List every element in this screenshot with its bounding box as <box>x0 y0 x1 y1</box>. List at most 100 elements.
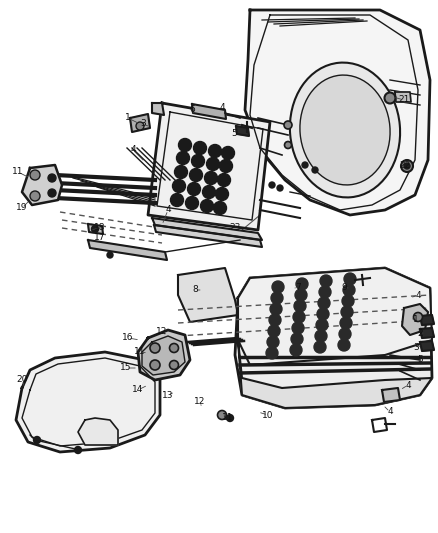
Circle shape <box>404 163 410 169</box>
Circle shape <box>30 191 40 201</box>
Circle shape <box>295 289 307 301</box>
Polygon shape <box>152 218 262 240</box>
Text: 4: 4 <box>415 290 421 300</box>
Circle shape <box>190 168 202 182</box>
Polygon shape <box>395 92 411 102</box>
Text: 15: 15 <box>120 364 132 373</box>
Polygon shape <box>245 10 430 215</box>
Circle shape <box>219 159 233 173</box>
Circle shape <box>150 360 160 370</box>
Text: 19: 19 <box>16 204 28 213</box>
Circle shape <box>174 166 187 179</box>
Circle shape <box>266 347 278 359</box>
Polygon shape <box>236 126 249 136</box>
Circle shape <box>277 185 283 191</box>
Text: 8: 8 <box>192 286 198 295</box>
Circle shape <box>206 157 219 171</box>
Circle shape <box>187 182 201 196</box>
Circle shape <box>294 300 306 312</box>
Circle shape <box>291 333 303 345</box>
Circle shape <box>341 306 353 318</box>
Circle shape <box>194 141 206 155</box>
Polygon shape <box>420 341 434 351</box>
Text: 16: 16 <box>122 334 134 343</box>
Circle shape <box>213 201 226 214</box>
Text: 3: 3 <box>140 119 146 128</box>
Text: 12: 12 <box>156 327 168 336</box>
Circle shape <box>344 273 356 285</box>
Text: 22: 22 <box>399 160 411 169</box>
Circle shape <box>317 308 329 320</box>
Text: 4: 4 <box>165 206 171 214</box>
Circle shape <box>107 252 113 258</box>
Circle shape <box>269 314 281 326</box>
Text: 10: 10 <box>262 410 274 419</box>
Circle shape <box>270 303 282 315</box>
Circle shape <box>215 188 229 200</box>
Circle shape <box>33 437 40 443</box>
Circle shape <box>218 410 226 419</box>
Circle shape <box>30 170 40 180</box>
Circle shape <box>191 155 205 167</box>
Polygon shape <box>402 304 428 335</box>
Circle shape <box>312 167 318 173</box>
Circle shape <box>170 193 184 206</box>
Text: 20: 20 <box>16 376 28 384</box>
Circle shape <box>338 339 350 351</box>
Circle shape <box>285 141 292 149</box>
Ellipse shape <box>300 75 390 185</box>
Circle shape <box>173 180 186 192</box>
Text: 11: 11 <box>12 167 24 176</box>
Circle shape <box>222 147 234 159</box>
Text: 7: 7 <box>295 282 301 292</box>
Polygon shape <box>178 268 238 322</box>
Polygon shape <box>192 104 226 119</box>
Circle shape <box>48 189 56 197</box>
Circle shape <box>208 144 222 157</box>
Text: 21: 21 <box>398 95 410 104</box>
Polygon shape <box>238 340 432 408</box>
Circle shape <box>385 93 396 103</box>
Polygon shape <box>420 328 434 338</box>
Circle shape <box>226 415 233 422</box>
Polygon shape <box>16 352 160 452</box>
Circle shape <box>186 197 198 209</box>
Circle shape <box>177 151 190 165</box>
Polygon shape <box>88 240 167 260</box>
Polygon shape <box>138 330 190 380</box>
Polygon shape <box>382 388 400 402</box>
Text: 4: 4 <box>219 103 225 112</box>
Circle shape <box>314 341 326 353</box>
Circle shape <box>302 162 308 168</box>
Polygon shape <box>148 103 270 230</box>
Text: 4: 4 <box>387 408 393 416</box>
Polygon shape <box>154 225 262 247</box>
Text: 5: 5 <box>417 356 423 365</box>
Polygon shape <box>238 268 432 365</box>
Circle shape <box>413 312 423 321</box>
Polygon shape <box>152 103 164 115</box>
Circle shape <box>271 292 283 304</box>
Circle shape <box>170 343 179 352</box>
Circle shape <box>269 182 275 188</box>
Circle shape <box>170 360 179 369</box>
Text: 4: 4 <box>405 381 411 390</box>
Circle shape <box>48 174 56 182</box>
Circle shape <box>150 343 160 353</box>
Text: 1: 1 <box>413 316 419 325</box>
Circle shape <box>340 317 352 329</box>
Circle shape <box>92 225 99 232</box>
Circle shape <box>136 122 144 130</box>
Circle shape <box>268 325 280 337</box>
Text: 11: 11 <box>134 348 146 357</box>
Polygon shape <box>130 114 150 132</box>
Text: 6: 6 <box>189 104 195 114</box>
Text: 3: 3 <box>413 343 419 351</box>
Polygon shape <box>420 315 434 325</box>
Circle shape <box>218 174 230 187</box>
Circle shape <box>267 336 279 348</box>
Polygon shape <box>78 418 118 445</box>
Polygon shape <box>88 224 103 234</box>
Text: 5: 5 <box>231 128 237 138</box>
Circle shape <box>201 199 213 213</box>
